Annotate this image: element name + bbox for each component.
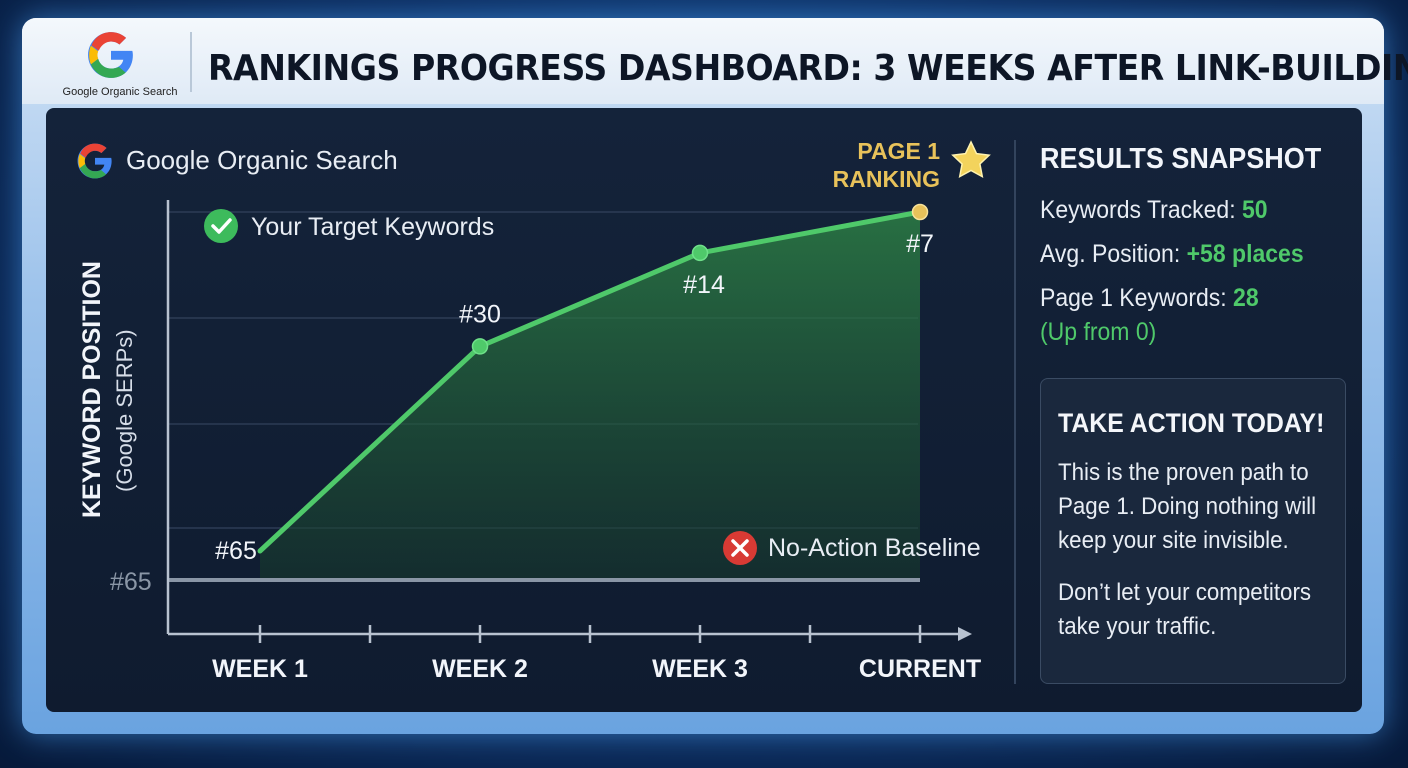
x-axis-arrow-icon	[958, 627, 972, 641]
google-logo: Google Organic Search	[46, 28, 177, 98]
check-icon	[204, 209, 238, 243]
target-keywords-line	[257, 209, 923, 554]
cta-paragraph-1: This is the proven path to Page 1. Doing…	[1058, 459, 1317, 554]
cta-box	[1040, 378, 1346, 684]
data-point	[471, 338, 489, 355]
google-g-icon	[77, 143, 112, 179]
snapshot-value: +58 places	[1186, 240, 1304, 268]
y-axis-title: KEYWORD POSITION	[78, 261, 106, 518]
data-label: #14	[683, 271, 725, 299]
check-mark	[211, 218, 232, 234]
chart-source-label: Google Organic Search	[126, 145, 398, 175]
side-divider	[1014, 140, 1016, 684]
star-icon	[951, 140, 991, 179]
page1-annotation-line2: RANKING	[833, 166, 940, 192]
x-mark	[731, 539, 749, 557]
y-axis-subtitle: (Google SERPs)	[112, 329, 137, 492]
x-tick-label: WEEK 1	[212, 655, 308, 683]
header-bar: Google Organic Search RANKINGS PROGRESS …	[22, 18, 1408, 104]
snapshot-page1-keywords: Page 1 Keywords: 28	[1040, 284, 1259, 313]
results-snapshot-title: RESULTS SNAPSHOT	[1040, 143, 1322, 175]
snapshot-avg-position: Avg. Position: +58 places	[1040, 240, 1304, 269]
x-tick-label: WEEK 3	[652, 655, 748, 683]
legend-no-action-baseline: No-Action Baseline	[768, 534, 981, 562]
header-divider	[190, 32, 192, 92]
google-g-icon	[88, 32, 133, 78]
data-point	[691, 244, 709, 262]
legend-target-keywords: Your Target Keywords	[251, 213, 494, 241]
data-label: #65	[215, 537, 257, 565]
page-title: RANKINGS PROGRESS DASHBOARD: 3 WEEKS AFT…	[208, 48, 1408, 89]
page1-annotation-line1: PAGE 1	[857, 138, 940, 164]
snapshot-keywords-tracked: Keywords Tracked: 50	[1040, 196, 1268, 225]
snapshot-value: 50	[1241, 196, 1268, 224]
snapshot-label: Keywords Tracked:	[1040, 196, 1242, 224]
snapshot-label: Page 1 Keywords:	[1040, 284, 1234, 312]
rankings-chart: WEEK 1 WEEK 2 WEEK 3 CURRENT #65 #30 #14 #7 Goo…	[77, 138, 991, 683]
logo-caption: Google Organic Search	[62, 86, 178, 98]
progress-area-fill	[260, 212, 920, 580]
y-reference-label: #65	[110, 568, 152, 596]
x-tick-label: WEEK 2	[432, 655, 528, 683]
data-point	[911, 203, 929, 221]
snapshot-label: Avg. Position:	[1040, 240, 1187, 268]
x-tick-label: CURRENT	[859, 655, 981, 683]
snapshot-note: (Up from 0)	[1040, 318, 1157, 346]
cta-title: TAKE ACTION TODAY!	[1058, 408, 1325, 438]
cta-paragraph-2: Don’t let your competitors take your tra…	[1058, 579, 1312, 640]
data-label: #30	[459, 300, 501, 328]
data-label: #7	[906, 230, 934, 258]
snapshot-value: 28	[1233, 284, 1259, 312]
